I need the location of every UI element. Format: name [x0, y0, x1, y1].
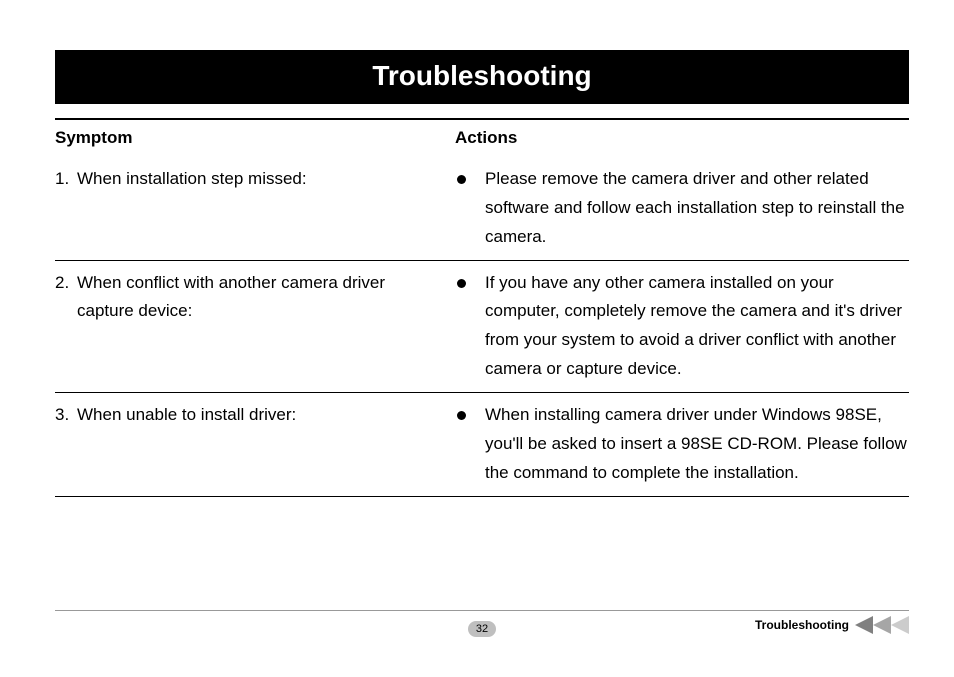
action-text: If you have any other camera installed o…: [485, 269, 909, 385]
action-text: When installing camera driver under Wind…: [485, 401, 909, 488]
page-number-badge: 32: [468, 621, 496, 637]
table-row: 1. When installation step missed: Please…: [55, 157, 909, 260]
row-number: 3.: [55, 401, 77, 430]
row-number: 1.: [55, 165, 77, 194]
row-number: 2.: [55, 269, 77, 327]
nav-arrows-icon: [855, 616, 909, 634]
footer-divider: [55, 610, 909, 611]
bullet-icon: [455, 269, 485, 385]
symptom-text: When conflict with another camera driver: [77, 273, 385, 292]
troubleshooting-table: Symptom Actions 1. When installation ste…: [55, 120, 909, 497]
page-footer: 32 Troubleshooting: [55, 610, 909, 641]
table-row: 2. When conflict with another camera dri…: [55, 260, 909, 393]
table-row: 3. When unable to install driver: When i…: [55, 393, 909, 497]
bullet-icon: [455, 401, 485, 488]
column-header-actions: Actions: [455, 120, 909, 157]
symptom-text: When installation step missed:: [77, 165, 307, 194]
action-text: Please remove the camera driver and othe…: [485, 165, 909, 252]
symptom-text: capture device:: [77, 301, 192, 320]
footer-section-label: Troubleshooting: [755, 618, 849, 632]
bullet-icon: [455, 165, 485, 252]
page-title: Troubleshooting: [55, 50, 909, 104]
page: Troubleshooting Symptom Actions 1. When …: [0, 0, 954, 497]
symptom-text: When unable to install driver:: [77, 401, 296, 430]
column-header-symptom: Symptom: [55, 120, 455, 157]
